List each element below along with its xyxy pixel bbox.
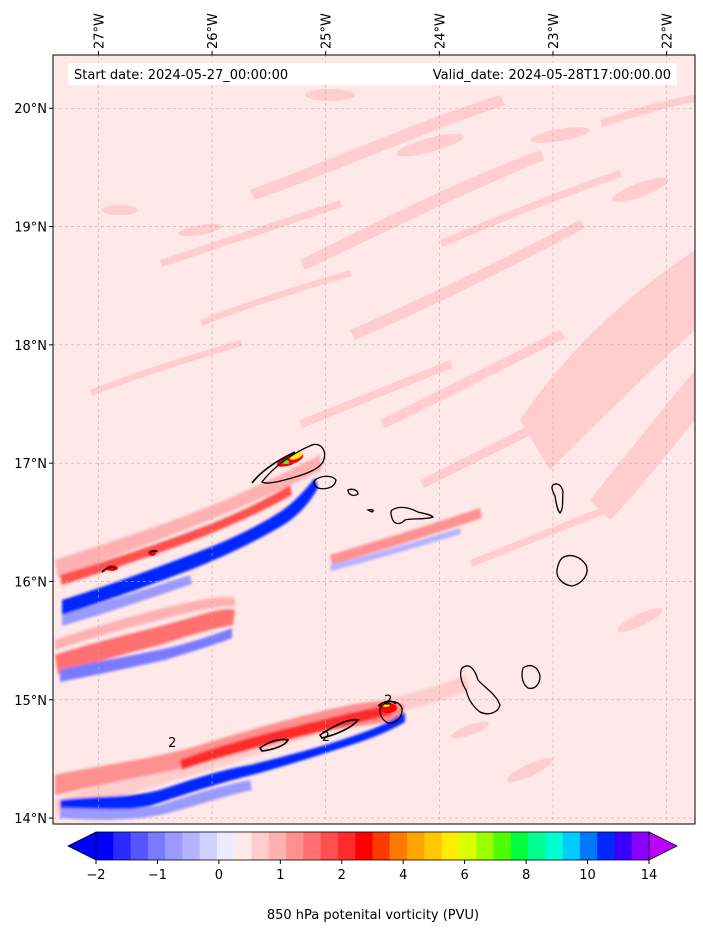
colorbar-tick-label-2: 0 xyxy=(215,868,223,883)
colorbar-swatch-3 xyxy=(147,832,166,860)
latitude-ticks: 20°N 19°N 18°N 17°N 16°N 15°N 14°N xyxy=(14,102,53,827)
colorbar-swatch-11 xyxy=(286,832,304,860)
lat-tick-label-4: 16°N xyxy=(14,575,47,590)
colorbar-swatch-8 xyxy=(234,832,253,860)
pv-high-cores xyxy=(106,452,397,713)
island-sal xyxy=(551,483,564,514)
lon-tick-label-5: 22°W xyxy=(661,13,676,49)
colorbar-swatch-5 xyxy=(182,832,201,860)
pv-weak-positive-streaks xyxy=(90,89,695,782)
colorbar-tick-label-9: 14 xyxy=(641,868,658,883)
header-box xyxy=(68,63,677,85)
colorbar-swatch-15 xyxy=(355,832,373,860)
contour-label-0: 2 xyxy=(322,730,330,745)
colorbar-tick-label-1: −1 xyxy=(148,868,167,883)
colorbar-swatch-9 xyxy=(251,832,270,860)
colorbar-tick-label-3: 1 xyxy=(276,868,284,883)
colorbar-swatch-10 xyxy=(268,832,287,860)
island-sao-nicolau xyxy=(366,506,434,525)
longitude-ticks: 27°W 26°W 25°W 24°W 23°W 22°W xyxy=(92,13,676,55)
colorbar-swatch-22 xyxy=(476,832,494,860)
pv-band-south xyxy=(55,675,470,820)
colorbar-tick-label-6: 6 xyxy=(461,868,469,883)
colorbar-swatch-29 xyxy=(597,832,615,860)
coastlines xyxy=(261,443,588,724)
colorbar-swatch-23 xyxy=(493,832,512,860)
colorbar-under-arrow xyxy=(67,831,97,861)
colorbar-swatch-16 xyxy=(372,832,391,860)
pv-field xyxy=(55,89,695,820)
lat-tick-label-2: 18°N xyxy=(14,339,47,354)
colorbar-tick-label-8: 10 xyxy=(579,868,596,883)
colorbar-swatch-30 xyxy=(614,832,633,860)
colorbar-label: 850 hPa potenital vorticity (PVU) xyxy=(267,908,479,923)
lon-tick-label-0: 27°W xyxy=(92,13,107,49)
colorbar-swatch-12 xyxy=(303,832,322,860)
contour-label-2: 2 xyxy=(168,736,176,751)
lat-tick-label-5: 15°N xyxy=(14,694,47,709)
colorbar-over-arrow xyxy=(648,831,678,861)
colorbar-swatch-19 xyxy=(424,832,443,860)
colorbar-swatch-2 xyxy=(130,832,149,860)
contour-labels: 2 2 2 xyxy=(168,694,392,752)
lat-tick-label-0: 20°N xyxy=(14,102,47,117)
colorbar-tick-label-4: 2 xyxy=(338,868,346,883)
colorbar-swatch-14 xyxy=(337,832,356,860)
island-boa-vista xyxy=(556,554,588,587)
colorbar-swatch-0 xyxy=(96,832,114,860)
contour-label-1: 2 xyxy=(384,694,392,709)
colorbar: −2 −1 0 1 2 4 6 8 10 14 xyxy=(67,831,678,883)
colorbar-tick-label-7: 8 xyxy=(522,868,530,883)
colorbar-swatch-20 xyxy=(441,832,460,860)
colorbar-swatch-31 xyxy=(631,832,650,860)
colorbar-swatch-18 xyxy=(407,832,425,860)
colorbar-frame xyxy=(95,831,650,861)
valid-date-text: Valid_date: 2024-05-28T17:00:00.00 xyxy=(433,68,671,83)
island-santo-antao xyxy=(261,443,326,484)
pv-contour-lines xyxy=(101,451,397,752)
colorbar-swatch-26 xyxy=(545,832,564,860)
island-santiago xyxy=(459,665,501,715)
colorbar-swatch-1 xyxy=(113,832,132,860)
colorbar-tick-label-0: −2 xyxy=(86,868,105,883)
colorbar-swatch-17 xyxy=(389,832,408,860)
start-date-text: Start date: 2024-05-27_00:00:00 xyxy=(74,68,288,83)
colorbar-swatch-6 xyxy=(199,832,218,860)
map-gridlines xyxy=(53,55,695,824)
plot-frame xyxy=(52,54,696,825)
colorbar-tick-label-5: 4 xyxy=(399,868,407,883)
island-sao-vicente xyxy=(313,475,337,490)
island-maio xyxy=(521,665,541,690)
lon-tick-label-2: 25°W xyxy=(320,13,335,49)
colorbar-swatch-7 xyxy=(216,832,235,860)
lat-tick-label-1: 19°N xyxy=(14,221,47,236)
lon-tick-label-3: 24°W xyxy=(433,13,448,49)
colorbar-swatch-25 xyxy=(528,832,546,860)
colorbar-swatch-24 xyxy=(510,832,529,860)
island-fogo xyxy=(379,700,403,724)
lon-tick-label-4: 23°W xyxy=(547,13,562,49)
colorbar-swatch-27 xyxy=(562,832,581,860)
colorbar-swatch-4 xyxy=(165,832,183,860)
lon-tick-label-1: 26°W xyxy=(206,13,221,49)
colorbar-swatch-13 xyxy=(320,832,339,860)
colorbar-swatch-28 xyxy=(579,832,598,860)
colorbar-swatch-21 xyxy=(458,832,477,860)
lat-tick-label-3: 17°N xyxy=(14,457,47,472)
pv-band-middle xyxy=(55,596,235,682)
pv-band-north xyxy=(55,455,482,626)
island-santa-luzia xyxy=(347,488,359,497)
lat-tick-label-6: 14°N xyxy=(14,812,47,827)
